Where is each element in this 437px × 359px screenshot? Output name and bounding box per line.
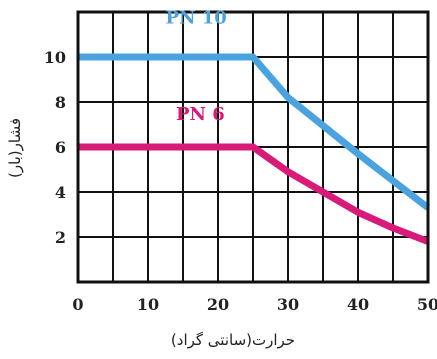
series-line-1 [78,53,431,211]
y-tick-labels: 2 4 6 8 10 [44,48,66,247]
x-tick-label: 0 [72,295,83,314]
x-tick-label: 20 [207,295,229,314]
x-axis-title: حرارت(سانتی گراد) [171,331,295,349]
x-tick-labels: 0 10 20 30 40 50 [72,295,437,314]
y-tick-label: 2 [55,228,66,247]
x-tick-label: 50 [417,295,437,314]
x-tick-label: 30 [277,295,299,314]
series-labels: PN 10 PN 6 [166,7,227,125]
y-tick-label: 6 [55,138,66,157]
series-line-2 [78,143,430,245]
x-tick-label: 40 [347,295,369,314]
y-axis-title: فشار(بار) [6,118,24,178]
series-lines [78,53,431,245]
plot-frame [76,10,430,284]
series-label-1: PN 10 [166,7,227,28]
y-tick-label: 10 [44,48,66,67]
y-tick-label: 4 [55,183,66,202]
y-tick-label: 8 [55,93,66,112]
x-tick-label: 10 [137,295,159,314]
series-label-2: PN 6 [176,104,225,125]
